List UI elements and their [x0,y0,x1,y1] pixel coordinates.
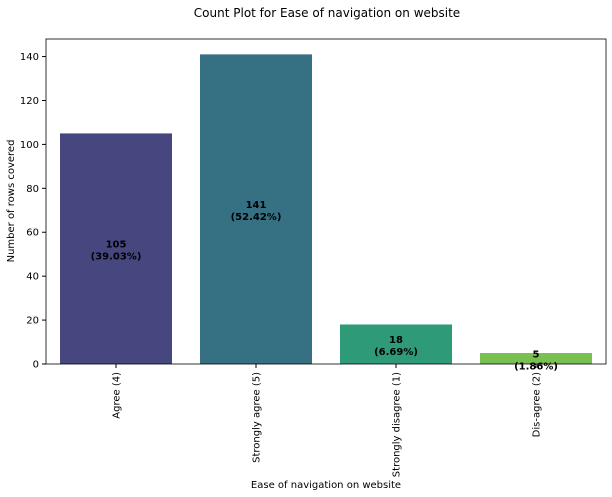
y-tick-label-0: 0 [33,360,39,371]
x-tick-label-2: Strongly disagree (1) [392,372,403,477]
bar-value-label-2: 18 [389,335,403,346]
x-tick-label-3: Dis-agree (2) [532,372,543,437]
y-tick-label-4: 80 [26,184,39,195]
y-tick-label-7: 140 [20,52,39,63]
y-tick-label-3: 60 [26,228,39,239]
bar-1 [200,54,312,365]
x-tick-label-0: Agree (4) [112,372,123,419]
y-tick-label-2: 40 [26,272,39,283]
bar-0 [60,133,172,364]
bar-value-label-0: 105 [106,240,127,251]
bar-percent-label-1: (52.42%) [231,212,282,223]
y-tick-label-1: 20 [26,316,39,327]
bar-value-label-3: 5 [533,350,540,361]
x-tick-label-1: Strongly agree (5) [252,372,263,463]
bar-3 [480,353,592,364]
axes-frame [45,38,607,365]
bar-percent-label-0: (39.03%) [91,252,142,263]
bar-value-label-1: 141 [246,200,267,211]
x-axis-label: Ease of navigation on website [251,480,401,491]
chart-title: Count Plot for Ease of navigation on web… [194,6,460,20]
y-tick-label-6: 120 [20,96,39,107]
bar-percent-label-2: (6.69%) [374,347,418,358]
plot-area: 105(39.03%) Agree (4) 141(52.42%) Strongly … [20,38,607,477]
y-tick-label-5: 100 [20,140,39,151]
bar-2 [340,324,452,364]
y-axis-label: Number of rows covered [6,140,17,263]
